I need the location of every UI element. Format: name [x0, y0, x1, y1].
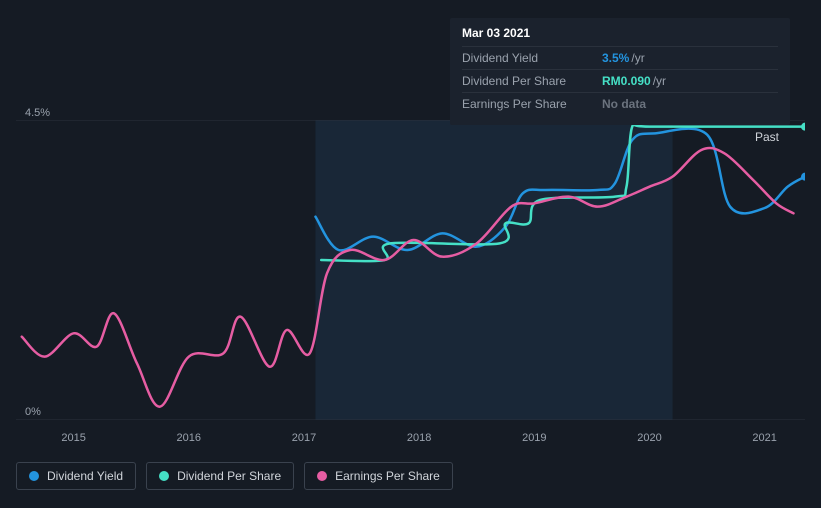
- chart-svg: [16, 120, 805, 420]
- x-axis-tick-label: 2016: [177, 432, 201, 444]
- legend-swatch: [317, 471, 327, 481]
- legend-item[interactable]: Dividend Yield: [16, 462, 136, 490]
- plot-area: [16, 120, 805, 420]
- past-region-label: Past: [755, 130, 779, 144]
- tooltip-row: Dividend Yield3.5% /yr: [462, 46, 778, 69]
- legend-label: Dividend Per Share: [177, 469, 281, 483]
- x-axis-tick-label: 2015: [61, 432, 85, 444]
- legend-label: Earnings Per Share: [335, 469, 440, 483]
- x-axis-labels: 2015 2016 2017 2018 2019 2020 2021: [16, 432, 805, 452]
- y-axis-label-max: 4.5%: [25, 107, 50, 119]
- chart-tooltip: Mar 03 2021 Dividend Yield3.5% /yrDivide…: [450, 18, 790, 125]
- x-axis-tick-label: 2017: [292, 432, 316, 444]
- tooltip-row: Earnings Per ShareNo data: [462, 92, 778, 115]
- chart-container: Mar 03 2021 Dividend Yield3.5% /yrDivide…: [16, 0, 805, 440]
- legend-swatch: [159, 471, 169, 481]
- tooltip-row-label: Dividend Per Share: [462, 74, 602, 88]
- y-axis-label-min: 0%: [25, 406, 41, 418]
- legend-label: Dividend Yield: [47, 469, 123, 483]
- legend: Dividend Yield Dividend Per Share Earnings…: [16, 462, 453, 490]
- tooltip-row-value: No data: [602, 97, 646, 111]
- tooltip-row-unit: /yr: [631, 51, 644, 65]
- legend-item[interactable]: Dividend Per Share: [146, 462, 294, 490]
- series-end-marker: [801, 123, 805, 131]
- x-axis-tick-label: 2019: [522, 432, 546, 444]
- tooltip-row-label: Earnings Per Share: [462, 97, 602, 111]
- tooltip-row-unit: /yr: [653, 74, 666, 88]
- tooltip-date: Mar 03 2021: [462, 26, 778, 46]
- tooltip-row: Dividend Per ShareRM0.090 /yr: [462, 69, 778, 92]
- x-axis-tick-label: 2020: [637, 432, 661, 444]
- tooltip-row-value: RM0.090: [602, 74, 651, 88]
- tooltip-row-label: Dividend Yield: [462, 51, 602, 65]
- x-axis-tick-label: 2018: [407, 432, 431, 444]
- legend-swatch: [29, 471, 39, 481]
- legend-item[interactable]: Earnings Per Share: [304, 462, 453, 490]
- tooltip-row-value: 3.5%: [602, 51, 629, 65]
- x-axis-tick-label: 2021: [752, 432, 776, 444]
